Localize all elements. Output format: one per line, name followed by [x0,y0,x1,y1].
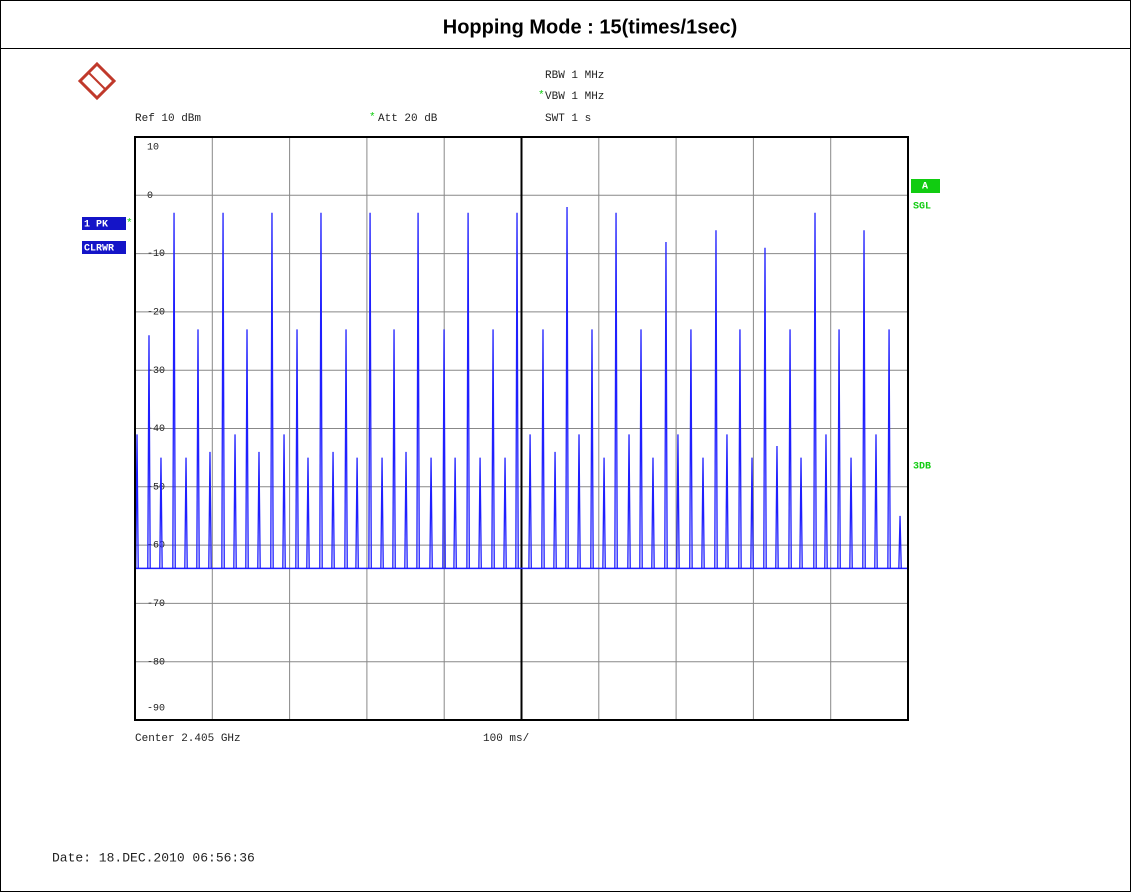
spike [295,329,299,569]
spike [453,457,457,569]
spike [651,457,655,569]
marker-label: 3DB [913,462,931,473]
y-tick-label: -90 [147,704,165,715]
trace-badge: A [922,182,928,193]
spike [813,212,817,569]
y-tick-label: -20 [147,308,165,319]
spike [639,329,643,569]
spike [344,329,348,569]
spike [799,457,803,569]
mode-badge [82,241,126,254]
spike [689,329,693,569]
y-tick-label: -50 [147,482,165,493]
y-tick-label: 0 [147,191,153,202]
spike [775,445,779,569]
spike [614,212,618,569]
spike [135,434,139,569]
spike [184,457,188,569]
title: Hopping Mode : 15(times/1sec) [443,16,738,38]
spike [429,457,433,569]
spike [528,434,532,569]
spike [466,212,470,569]
spike [355,457,359,569]
rbw: RBW 1 MHz [545,70,604,82]
vbw: VBW 1 MHz [545,91,604,103]
spike [442,329,446,569]
plot-border [134,136,909,721]
spike [270,212,274,569]
star: * [126,218,133,230]
spike [788,329,792,569]
spike [602,457,606,569]
y-tick-label: 10 [147,143,159,154]
spike [257,451,261,569]
spike [331,451,335,569]
spike [627,434,631,569]
spike [196,329,200,569]
spike [676,434,680,569]
spike [380,457,384,569]
spike [590,329,594,569]
spike [147,335,151,569]
swt: SWT 1 s [545,113,591,125]
spike [725,434,729,569]
spike [541,329,545,569]
spike [416,212,420,569]
y-tick-label: -70 [147,599,165,610]
spike [664,241,668,569]
spike [824,434,828,569]
spike [491,329,495,569]
star: * [369,112,376,124]
spike [221,212,225,569]
trace-mode: CLRWR [84,244,114,255]
star: * [538,90,545,102]
rs-logo [77,61,117,101]
y-tick-label: -80 [147,657,165,668]
y-tick-label: -60 [147,541,165,552]
spike [849,457,853,569]
spike [738,329,742,569]
spike [887,329,891,569]
spike [503,457,507,569]
spike [515,212,519,569]
spike [714,230,718,569]
spike [577,434,581,569]
spike [319,212,323,569]
spike [208,451,212,569]
span: 100 ms/ [483,733,529,745]
trace-badge [82,217,126,230]
spike [763,247,767,569]
y-tick-label: -10 [147,249,165,260]
spike [159,457,163,569]
spike [478,457,482,569]
y-tick-label: -40 [147,424,165,435]
spike [172,212,176,569]
spike [233,434,237,569]
center-freq: Center 2.405 GHz [135,733,241,745]
ref-level: Ref 10 dBm [135,113,201,125]
spike [837,329,841,569]
spike [553,451,557,569]
spike [392,329,396,569]
date: Date: 18.DEC.2010 06:56:36 [52,850,255,865]
spike [245,329,249,569]
spike [862,230,866,569]
sweep-mode: SGL [913,202,931,213]
spike [565,206,569,569]
a-badge [911,179,940,193]
spike [282,434,286,569]
spike [874,434,878,569]
trace-label: 1 PK [84,220,108,231]
spike [701,457,705,569]
attenuation: Att 20 dB [378,113,438,125]
y-tick-label: -30 [147,366,165,377]
spike [368,212,372,569]
spike [404,451,408,569]
spike [306,457,310,569]
spike [750,457,754,569]
spike [898,515,902,569]
